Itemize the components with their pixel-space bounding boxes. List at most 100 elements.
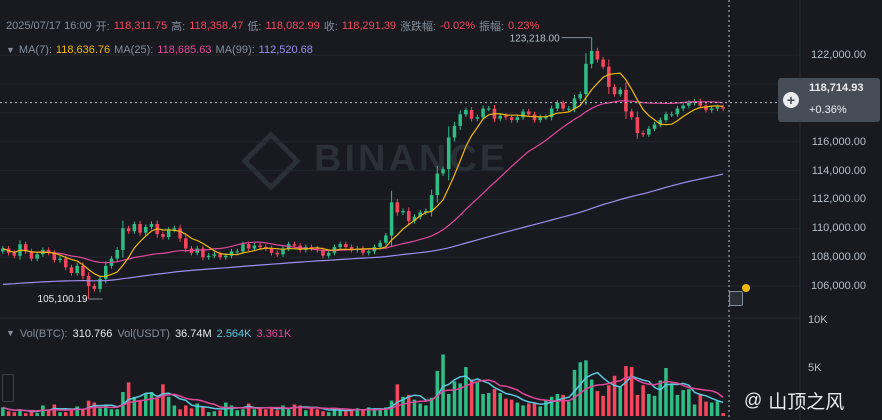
volume-bar (172, 405, 177, 416)
candle-body (481, 108, 485, 118)
volume-bar (629, 367, 634, 416)
collapse-chevron-icon[interactable]: ▼ (6, 328, 15, 338)
candle-body (395, 202, 400, 213)
ohlc-header: 2025/07/17 16:00 开: 118,311.75 高: 118,358.… (6, 18, 539, 34)
vol-btc-value: 310.766 (72, 328, 113, 340)
volume-bar (589, 379, 594, 416)
candle-body (35, 254, 39, 259)
open-label: 开: (95, 21, 110, 33)
candle-body (486, 108, 491, 110)
ma7-line (2, 72, 724, 278)
ma-legend: ▼ MA(7): 118,636.76 MA(25): 118,685.63 MA(… (6, 44, 313, 56)
volume-bar (452, 381, 457, 416)
candle-body (464, 110, 468, 115)
candle-body (504, 115, 508, 118)
candle-body (378, 242, 382, 248)
candle-body (384, 235, 388, 243)
price-tick-label: 116,000.00 (811, 135, 866, 148)
candle-body (161, 234, 165, 237)
open-value: 118,311.75 (113, 20, 168, 32)
notification-dot-icon (742, 284, 750, 292)
volume-bar (206, 412, 211, 416)
volume-bar (641, 385, 645, 416)
volume-tick-label: 5K (808, 362, 822, 374)
volume-bar (504, 398, 508, 416)
candle-body (389, 202, 394, 236)
left-panel-handle[interactable] (2, 374, 14, 402)
volume-bar (166, 396, 171, 416)
volume-bar (292, 404, 297, 416)
volume-bar (201, 407, 205, 416)
candle-body (258, 245, 262, 248)
add-order-icon[interactable]: + (783, 92, 799, 108)
document-icon[interactable] (729, 291, 743, 306)
ma99-label: MA(99): (215, 44, 255, 56)
candle-body (647, 128, 651, 135)
volume-bar (298, 405, 302, 416)
candle-body (584, 63, 588, 95)
volume-bar (406, 394, 411, 416)
candle-body (344, 244, 348, 248)
candle-body (166, 229, 171, 237)
candle-body (241, 244, 245, 252)
volume-bar (92, 402, 97, 416)
vol-usdt-value: 36.74M (174, 328, 212, 340)
volume-bar (269, 408, 274, 416)
candle-body (92, 286, 97, 289)
current-price-change: +0.36% (809, 104, 847, 116)
current-price-tag[interactable]: + 118,714.93 +0.36% (778, 78, 880, 122)
high-annotation: 123,218.00 (510, 34, 560, 45)
candle-body (441, 169, 445, 174)
volume-bar (81, 410, 85, 416)
candle-body (544, 117, 548, 119)
price-tick-label: 108,000.00 (810, 251, 866, 264)
candle-body (715, 107, 720, 109)
volume-bar (6, 411, 11, 416)
low-annotation: 105,100.19 (38, 294, 88, 305)
candle-body (675, 108, 680, 115)
candle-body (275, 252, 280, 255)
candle-body (538, 117, 542, 121)
volume-bar (212, 411, 217, 416)
candle-body (246, 244, 251, 249)
volume-bar (624, 366, 628, 416)
volume-bar (652, 395, 657, 416)
volume-bar (681, 390, 685, 416)
candle-body (98, 278, 102, 289)
candle-body (149, 223, 154, 227)
candle-body (115, 249, 119, 259)
volume-bar (218, 410, 222, 416)
volume-bar (46, 409, 51, 416)
candle-body (435, 173, 440, 196)
candle-body (184, 238, 188, 249)
candle-body (132, 223, 137, 232)
candle-body (607, 66, 611, 87)
candle-body (601, 59, 605, 67)
candle-body (498, 115, 502, 119)
candle-body (515, 117, 520, 121)
candle-body (172, 228, 177, 230)
volume-bar (692, 404, 697, 416)
price-tick-label: 106,000.00 (810, 280, 866, 293)
candle-body (126, 228, 131, 232)
volume-header: ▼ Vol(BTC): 310.766 Vol(USDT) 36.74M 2.5… (6, 328, 291, 340)
candle-body (549, 108, 554, 118)
candle-body (29, 251, 34, 259)
volume-bar (521, 405, 525, 416)
volume-bar (281, 405, 285, 416)
candle-body (509, 117, 514, 121)
candle-body (578, 94, 583, 99)
low-value: 118,082.99 (265, 20, 320, 32)
volume-bar (647, 393, 651, 416)
candle-body (641, 133, 645, 135)
volume-bar (721, 413, 725, 416)
volume-bar (309, 407, 314, 416)
volume-bar (349, 409, 354, 416)
candle-body (281, 248, 285, 255)
candle-body (635, 117, 640, 134)
collapse-chevron-icon[interactable]: ▼ (6, 45, 15, 55)
volume-bar (635, 394, 640, 416)
candle-body (366, 251, 371, 253)
volume-bar (109, 409, 114, 416)
